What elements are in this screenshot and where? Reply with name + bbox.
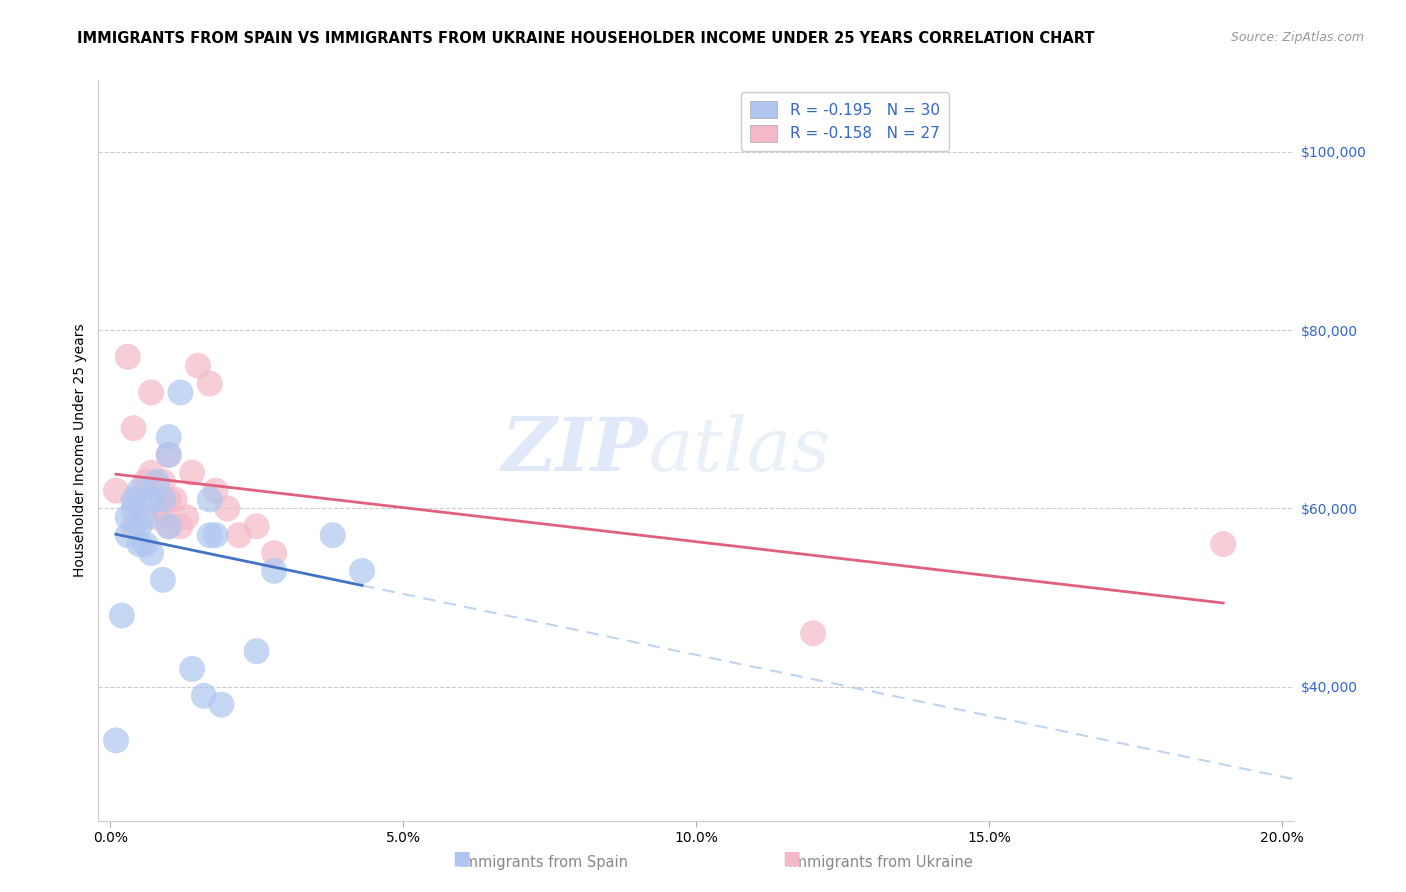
Point	[117, 528, 139, 542]
Point	[181, 662, 204, 676]
Point	[134, 537, 156, 551]
Point	[128, 519, 150, 533]
Text: atlas: atlas	[648, 414, 831, 487]
Text: Source: ZipAtlas.com: Source: ZipAtlas.com	[1230, 31, 1364, 45]
Point	[152, 501, 174, 516]
Point	[352, 564, 374, 578]
Y-axis label: Householder Income Under 25 years: Householder Income Under 25 years	[73, 324, 87, 577]
Point	[263, 564, 285, 578]
Text: Immigrants from Ukraine: Immigrants from Ukraine	[770, 855, 973, 870]
Point	[141, 385, 163, 400]
Point	[1212, 537, 1234, 551]
Point	[141, 492, 163, 507]
Text: ZIP: ZIP	[502, 414, 648, 487]
Point	[105, 733, 128, 747]
Point	[141, 546, 163, 560]
Point	[174, 510, 197, 524]
Point	[228, 528, 250, 542]
Point	[134, 475, 156, 489]
Point	[122, 492, 145, 507]
Point	[246, 644, 269, 658]
Point	[141, 466, 163, 480]
Text: ■: ■	[451, 848, 471, 867]
Point	[169, 385, 191, 400]
Point	[198, 492, 221, 507]
Point	[217, 501, 239, 516]
Point	[198, 376, 221, 391]
Point	[152, 475, 174, 489]
Point	[163, 492, 186, 507]
Text: IMMIGRANTS FROM SPAIN VS IMMIGRANTS FROM UKRAINE HOUSEHOLDER INCOME UNDER 25 YEA: IMMIGRANTS FROM SPAIN VS IMMIGRANTS FROM…	[77, 31, 1095, 46]
Point	[146, 475, 169, 489]
Point	[117, 350, 139, 364]
Point	[152, 573, 174, 587]
Point	[111, 608, 134, 623]
Point	[105, 483, 128, 498]
Text: Immigrants from Spain: Immigrants from Spain	[440, 855, 628, 870]
Point	[157, 492, 180, 507]
Point	[146, 510, 169, 524]
Point	[157, 519, 180, 533]
Point	[128, 492, 150, 507]
Point	[122, 421, 145, 435]
Point	[263, 546, 285, 560]
Point	[157, 448, 180, 462]
Legend: R = -0.195   N = 30, R = -0.158   N = 27: R = -0.195 N = 30, R = -0.158 N = 27	[741, 92, 949, 152]
Point	[204, 528, 226, 542]
Point	[801, 626, 824, 640]
Point	[181, 466, 204, 480]
Point	[193, 689, 215, 703]
Text: ■: ■	[782, 848, 801, 867]
Point	[198, 528, 221, 542]
Point	[157, 519, 180, 533]
Point	[157, 448, 180, 462]
Point	[211, 698, 233, 712]
Point	[128, 537, 150, 551]
Point	[152, 492, 174, 507]
Point	[128, 483, 150, 498]
Point	[122, 519, 145, 533]
Point	[246, 519, 269, 533]
Point	[169, 519, 191, 533]
Point	[204, 483, 226, 498]
Point	[322, 528, 344, 542]
Point	[157, 430, 180, 444]
Point	[122, 501, 145, 516]
Point	[117, 510, 139, 524]
Point	[187, 359, 209, 373]
Point	[134, 510, 156, 524]
